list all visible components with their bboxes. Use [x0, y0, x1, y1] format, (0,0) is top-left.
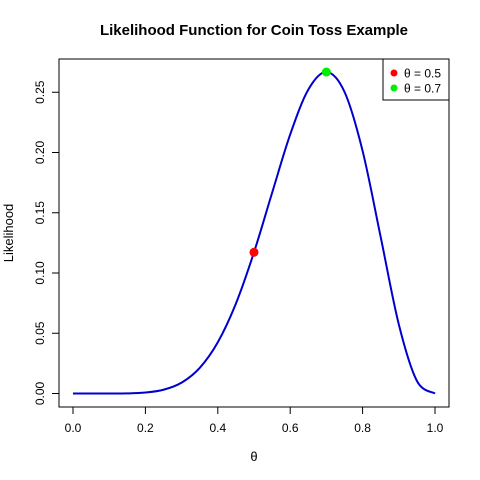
y-axis-label: Likelihood: [1, 204, 16, 263]
y-tick-label: 0.10: [33, 261, 47, 285]
highlight-point: [321, 67, 331, 77]
plot-frame: [58, 58, 450, 408]
legend-label: θ = 0.5: [404, 67, 441, 81]
likelihood-curve: [73, 71, 436, 395]
series-layer: [73, 71, 436, 395]
highlight-point: [249, 247, 259, 257]
x-tick-label: 1.0: [427, 421, 444, 435]
y-axis: 0.00 0.05 0.10 0.15 0.20 0.25: [33, 80, 60, 405]
x-tick-label: 0.0: [65, 421, 82, 435]
x-axis: 0.0 0.2 0.4 0.6 0.8 1.0: [65, 406, 444, 435]
y-tick-label: 0.00: [33, 381, 47, 405]
chart-title: Likelihood Function for Coin Toss Exampl…: [100, 22, 408, 39]
points-layer: [249, 67, 331, 257]
x-tick-label: 0.8: [354, 421, 371, 435]
x-axis-label: θ: [250, 449, 257, 464]
y-tick-label: 0.15: [33, 201, 47, 225]
legend-box: [382, 58, 450, 101]
x-tick-label: 0.4: [209, 421, 226, 435]
x-tick-label: 0.6: [282, 421, 299, 435]
y-tick-label: 0.05: [33, 321, 47, 345]
x-tick-label: 0.2: [137, 421, 154, 435]
y-tick-label: 0.25: [33, 80, 47, 104]
y-tick-label: 0.20: [33, 140, 47, 164]
legend-label: θ = 0.7: [404, 82, 441, 96]
legend-marker: [390, 84, 398, 92]
legend: θ = 0.5θ = 0.7: [382, 58, 450, 101]
legend-marker: [390, 69, 398, 77]
